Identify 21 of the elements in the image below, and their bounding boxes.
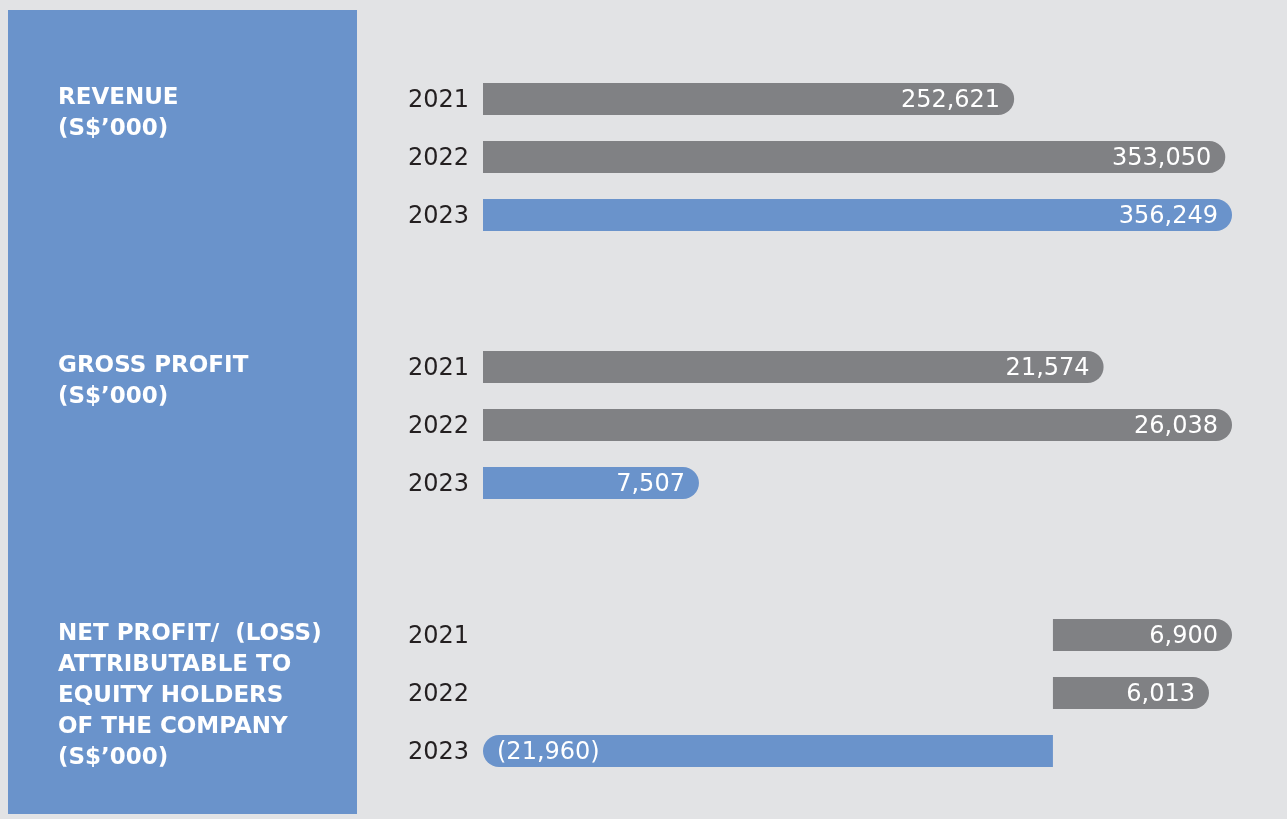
data-label: (21,960) <box>497 737 600 765</box>
data-label: 356,249 <box>1118 201 1218 229</box>
y-tick-label: 2022 <box>407 411 469 439</box>
y-tick-label: 2022 <box>407 143 469 171</box>
y-tick-label: 2023 <box>407 201 469 229</box>
y-tick-label: 2023 <box>407 737 469 765</box>
data-label: 21,574 <box>1005 353 1090 381</box>
y-tick-label: 2021 <box>407 85 469 113</box>
y-tick-label: 2022 <box>407 679 469 707</box>
y-axis-title: REVENUE (S$’000) <box>58 82 179 140</box>
data-label: 7,507 <box>616 469 685 497</box>
data-label: 353,050 <box>1112 143 1212 171</box>
y-tick-label: 2023 <box>407 469 469 497</box>
data-label: 252,621 <box>900 85 1001 113</box>
data-label: 6,013 <box>1126 679 1195 707</box>
y-axis-title: NET PROFIT/ (LOSS) ATTRIBUTABLE TO EQUITY HOLDERS OF THE COMPANY (S$’000) <box>58 618 322 769</box>
data-label: 6,900 <box>1149 621 1218 649</box>
data-label: 26,038 <box>1134 411 1218 439</box>
y-tick-label: 2021 <box>407 621 469 649</box>
y-axis-title: GROSS PROFIT (S$’000) <box>58 350 249 408</box>
y-tick-label: 2021 <box>407 353 469 381</box>
